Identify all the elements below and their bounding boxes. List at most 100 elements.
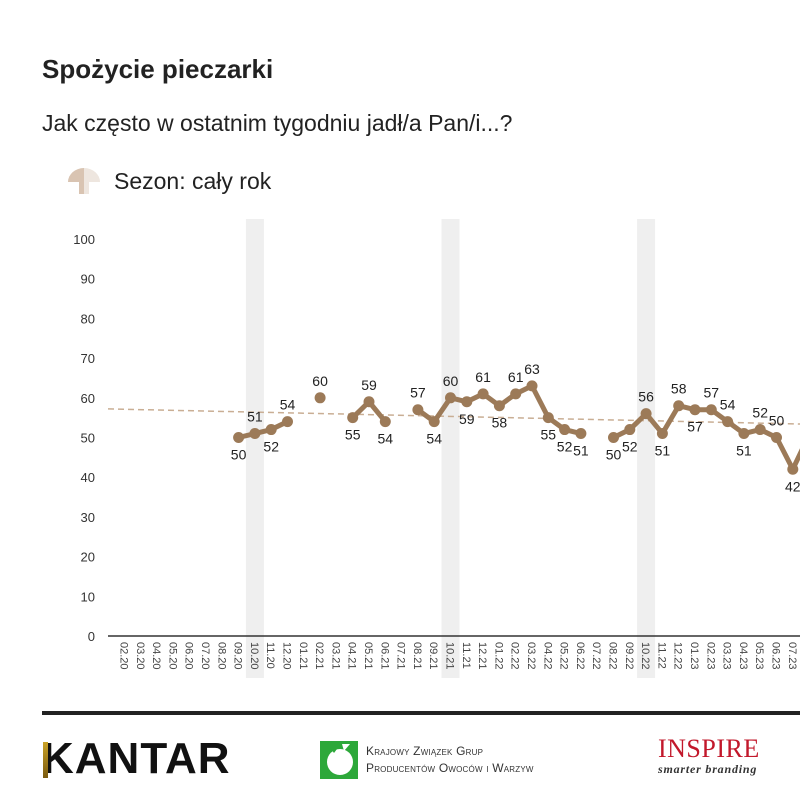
- x-tick-label: 04.22: [541, 642, 553, 670]
- x-tick-label: 03.22: [525, 642, 537, 670]
- data-point: [705, 404, 717, 416]
- data-point: [379, 416, 391, 428]
- x-tick-label: 02.20: [118, 642, 130, 670]
- x-tick-label: 06.20: [183, 642, 195, 670]
- x-tick-label: 10.22: [639, 642, 651, 670]
- data-label: 54: [426, 431, 442, 447]
- x-tick-label: 05.21: [362, 642, 374, 670]
- x-tick-label: 08.20: [215, 642, 227, 670]
- x-tick-label: 07.23: [786, 642, 798, 670]
- kzgp-apple-icon: [320, 741, 358, 779]
- line-chart: 0 10 20 30 40 50 60 70 80 90 100 02.20 03.20 04.20 05.…: [73, 219, 800, 678]
- chart-subtitle: Jak często w ostatnim tygodniu jadł/a Pa…: [42, 110, 513, 136]
- data-label: 59: [361, 377, 377, 393]
- y-tick-label: 80: [81, 311, 95, 326]
- data-label: 57: [704, 385, 720, 401]
- x-tick-label: 04.20: [150, 642, 162, 670]
- data-label: 51: [736, 443, 752, 459]
- data-label: 51: [573, 443, 589, 459]
- y-tick-label: 40: [81, 470, 95, 485]
- x-tick-label: 08.21: [411, 642, 423, 670]
- data-point: [787, 463, 799, 475]
- x-tick-label: 02.22: [509, 642, 521, 670]
- y-tick-label: 100: [73, 232, 95, 247]
- data-label: 54: [720, 397, 736, 413]
- x-tick-label: 02.21: [313, 642, 325, 670]
- data-point: [559, 424, 571, 436]
- data-label: 63: [524, 361, 540, 377]
- kantar-logo: KANTAR: [42, 734, 231, 783]
- kzgp-line2: Producentów Owoców i Warzyw: [366, 761, 534, 775]
- data-label: 57: [687, 419, 703, 435]
- x-tick-label: 11.20: [264, 642, 276, 669]
- x-tick-label: 02.23: [704, 642, 716, 670]
- data-point: [493, 400, 505, 412]
- y-tick-label: 70: [81, 351, 95, 366]
- data-label: 42: [785, 478, 800, 494]
- data-label: 55: [541, 427, 557, 443]
- x-tick-label: 11.21: [460, 642, 472, 669]
- data-label: 52: [557, 439, 573, 455]
- series-line: [236, 419, 290, 440]
- data-label: 61: [508, 369, 524, 385]
- kzgp-logo: Krajowy Związek Grup Producentów Owoców …: [320, 741, 534, 779]
- y-tick-label: 50: [81, 431, 95, 446]
- data-label: 51: [655, 443, 671, 459]
- y-tick-label: 20: [81, 550, 95, 565]
- data-point: [428, 416, 440, 428]
- x-tick-label: 06.22: [574, 642, 586, 670]
- data-point: [673, 400, 685, 412]
- data-point: [314, 392, 326, 404]
- x-tick-label: 07.21: [395, 642, 407, 670]
- season-label: Sezon: cały rok: [114, 167, 272, 194]
- data-point: [526, 380, 538, 392]
- data-label: 56: [638, 389, 654, 405]
- x-tick-label: 05.23: [753, 642, 765, 670]
- y-tick-label: 30: [81, 510, 95, 525]
- data-label: 59: [459, 411, 475, 427]
- data-label: 51: [247, 409, 263, 425]
- data-point: [249, 428, 261, 440]
- x-tick-label: 12.20: [281, 642, 293, 670]
- x-tick-label: 12.21: [476, 642, 488, 670]
- data-point: [461, 396, 473, 408]
- y-tick-label: 0: [88, 629, 95, 644]
- x-tick-label: 04.21: [346, 642, 358, 670]
- data-label: 60: [443, 373, 459, 389]
- x-tick-label: 04.23: [737, 642, 749, 670]
- data-point: [656, 428, 668, 440]
- x-tick-label: 05.22: [558, 642, 570, 670]
- data-label: 50: [606, 447, 622, 463]
- x-tick-label: 10.21: [444, 642, 456, 670]
- data-point: [754, 424, 766, 436]
- data-label: 61: [475, 369, 491, 385]
- data-point: [412, 404, 424, 416]
- data-point: [363, 396, 375, 408]
- x-tick-label: 11.22: [655, 642, 667, 669]
- data-label: 58: [671, 381, 687, 397]
- x-tick-label: 03.23: [721, 642, 733, 670]
- highlight-band: [245, 219, 264, 678]
- x-tick-label: 03.20: [134, 642, 146, 670]
- data-label: 54: [280, 397, 296, 413]
- data-point: [477, 388, 489, 400]
- data-point: [624, 424, 636, 436]
- inspire-logo: INSPIRE smarter branding: [658, 734, 760, 777]
- data-point: [640, 408, 652, 420]
- x-tick-label: 07.22: [590, 642, 602, 670]
- x-tick-label: 06.23: [770, 642, 782, 670]
- x-tick-label: 07.20: [199, 642, 211, 670]
- footer-divider: [42, 711, 800, 715]
- data-label: 55: [345, 427, 361, 443]
- season-legend: Sezon: cały rok: [66, 166, 271, 196]
- data-label: 50: [231, 447, 247, 463]
- x-tick-label: 03.21: [329, 642, 341, 670]
- chart-title: Spożycie pieczarki: [42, 54, 274, 84]
- data-point: [722, 416, 734, 428]
- x-tick-label: 12.22: [672, 642, 684, 670]
- data-label: 60: [312, 373, 328, 389]
- data-point: [233, 432, 245, 443]
- data-point: [689, 404, 701, 416]
- x-tick-label: 10.20: [248, 642, 260, 670]
- x-tick-label: 06.21: [378, 642, 390, 670]
